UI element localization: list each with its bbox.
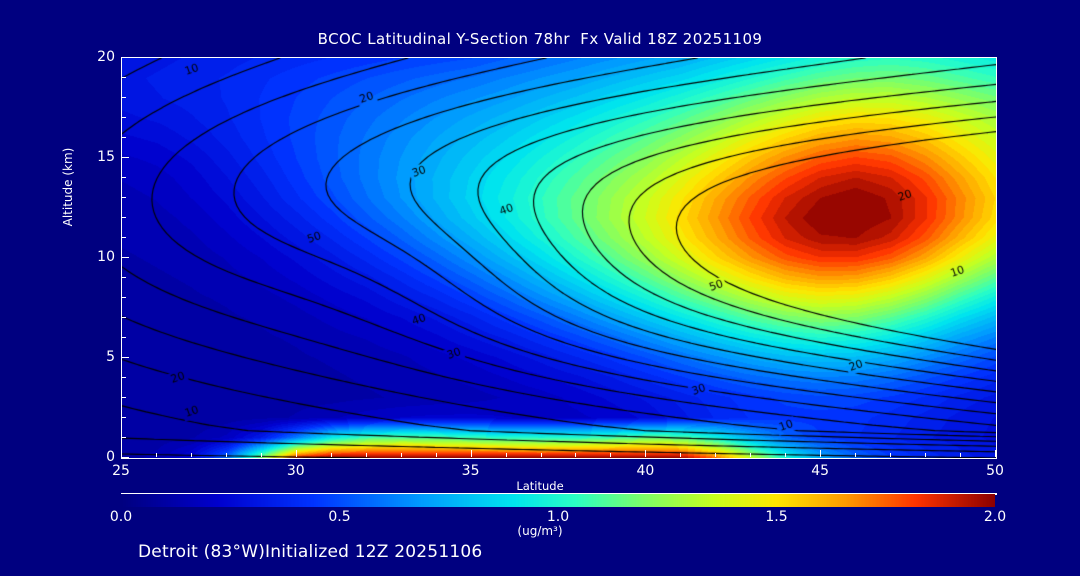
plot-area[interactable] — [121, 57, 997, 459]
x-minor-tick — [365, 453, 367, 457]
x-minor-tick — [890, 453, 892, 457]
x-minor-tick — [960, 453, 962, 457]
x-minor-tick — [435, 453, 437, 457]
y-major-tick — [122, 157, 129, 158]
figure-caption: Detroit (83°W)Initialized 12Z 20251106 — [138, 542, 483, 562]
x-minor-tick — [260, 453, 262, 457]
x-tick-label: 25 — [112, 463, 130, 479]
x-minor-tick — [155, 453, 157, 457]
x-minor-tick — [225, 453, 227, 457]
y-major-tick — [122, 357, 129, 358]
x-minor-tick — [505, 453, 507, 457]
chart-title: BCOC Latitudinal Y-Section 78hr Fx Valid… — [317, 30, 763, 48]
wind-contour-overlay — [122, 58, 996, 458]
y-minor-tick — [122, 317, 126, 318]
x-minor-tick — [610, 453, 612, 457]
y-minor-tick — [122, 117, 126, 118]
x-tick-label: 50 — [986, 463, 1004, 479]
colorbar-tick-label: 1.0 — [546, 509, 570, 525]
y-minor-tick — [122, 377, 126, 378]
y-major-tick — [122, 257, 129, 258]
y-minor-tick — [122, 397, 126, 398]
y-minor-tick — [122, 437, 126, 438]
colorbar-gradient — [121, 494, 995, 507]
x-tick-label: 40 — [636, 463, 655, 479]
x-major-tick — [121, 450, 122, 457]
x-tick-label: 45 — [811, 463, 830, 479]
colorbar-tick-label: 0.0 — [109, 509, 133, 525]
x-major-tick — [295, 450, 297, 457]
y-minor-tick — [122, 297, 126, 298]
colorbar-units-label: (ug/m³) — [517, 524, 563, 538]
colorbar-tick-label: 1.5 — [765, 509, 788, 525]
y-tick-label: 5 — [106, 349, 115, 365]
y-minor-tick — [122, 177, 126, 178]
x-minor-tick — [540, 453, 542, 457]
y-minor-tick — [122, 417, 126, 418]
y-major-tick — [122, 457, 129, 458]
x-minor-tick — [190, 453, 192, 457]
x-axis-title: Latitude — [516, 479, 564, 493]
y-tick-label: 15 — [97, 149, 115, 165]
y-major-tick — [122, 57, 129, 58]
x-minor-tick — [715, 453, 717, 457]
x-tick-label: 35 — [461, 463, 480, 479]
y-minor-tick — [122, 217, 126, 218]
y-minor-tick — [122, 277, 126, 278]
colorbar[interactable] — [121, 494, 995, 507]
y-minor-tick — [122, 137, 126, 138]
x-minor-tick — [855, 453, 857, 457]
x-tick-label: 30 — [286, 463, 305, 479]
x-minor-tick — [680, 453, 682, 457]
y-minor-tick — [122, 77, 126, 78]
x-minor-tick — [785, 453, 787, 457]
y-minor-tick — [122, 197, 126, 198]
x-minor-tick — [575, 453, 577, 457]
x-minor-tick — [400, 453, 402, 457]
x-major-tick — [645, 450, 647, 457]
x-minor-tick — [925, 453, 927, 457]
colorbar-tick-label: 2.0 — [983, 509, 1007, 525]
x-minor-tick — [750, 453, 752, 457]
y-minor-tick — [122, 237, 126, 238]
y-axis-title: Altitude (km) — [61, 147, 75, 227]
colorbar-top-rule — [121, 493, 997, 495]
y-tick-label: 10 — [97, 249, 115, 265]
y-tick-label: 0 — [106, 449, 115, 465]
x-major-tick — [470, 450, 472, 457]
y-minor-tick — [122, 337, 126, 338]
x-minor-tick — [330, 453, 332, 457]
y-minor-tick — [122, 97, 126, 98]
x-major-tick — [995, 450, 996, 457]
y-tick-label: 20 — [97, 49, 115, 65]
x-major-tick — [820, 450, 822, 457]
colorbar-tick-label: 0.5 — [328, 509, 351, 525]
